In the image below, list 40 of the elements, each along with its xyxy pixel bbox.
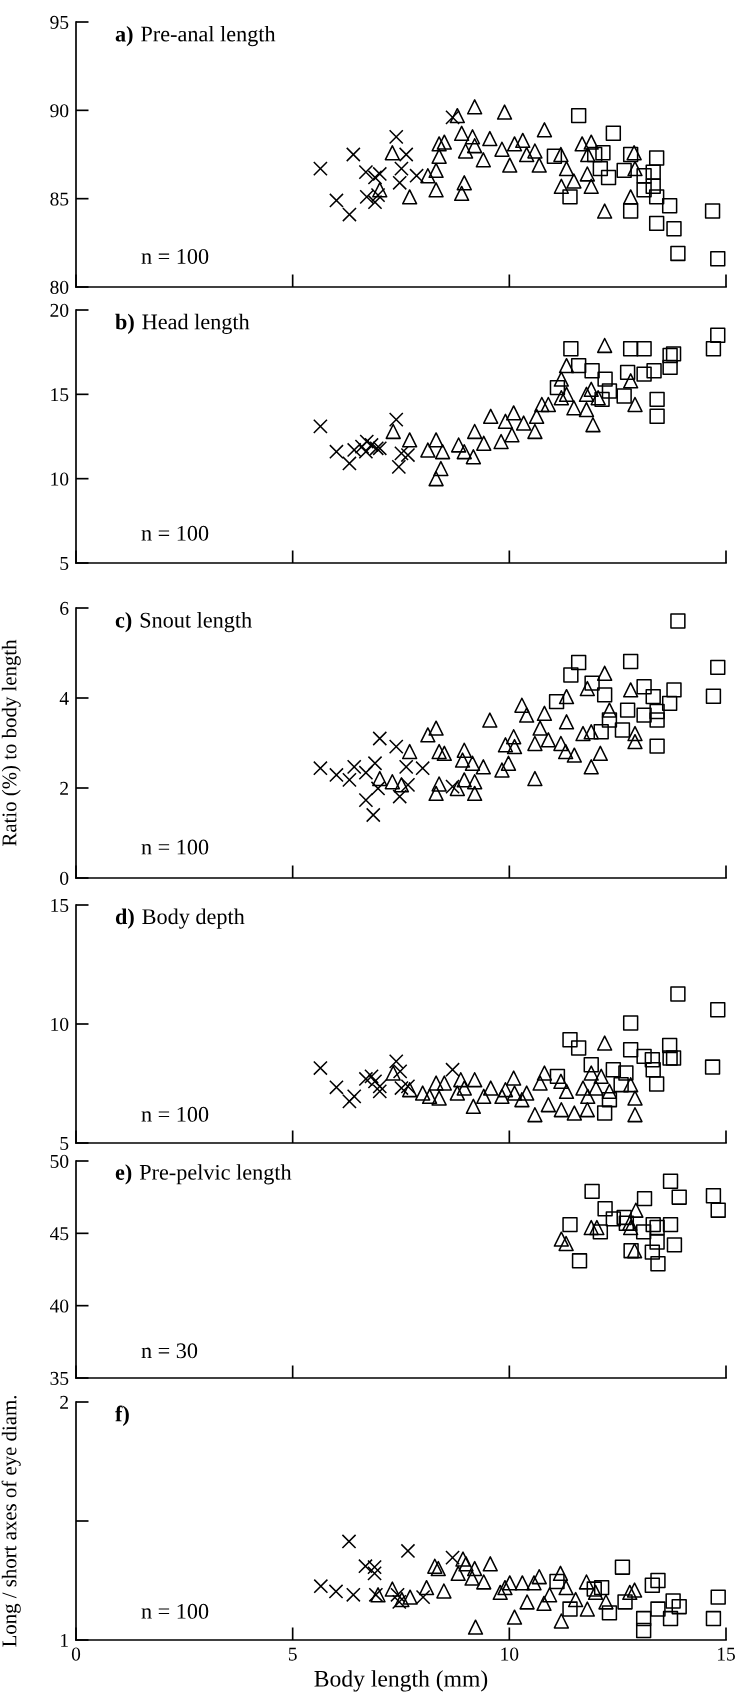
annotation: n = 100	[141, 1603, 209, 1619]
chart-title: e) Pre-pelvic length	[115, 1164, 292, 1185]
y-tick-label: 45	[49, 1227, 69, 1241]
y-tick-label: 80	[50, 280, 69, 294]
y-tick-label: 2	[60, 781, 68, 795]
chart-title: a) Pre-anal length	[115, 25, 276, 47]
y-axis-title: Long / short axes of eye diam.	[1, 1395, 21, 1647]
y-tick-label: 95	[50, 15, 69, 29]
annotation: n = 100	[141, 525, 209, 541]
y-tick-label: 50	[50, 1154, 69, 1168]
y-tick-label: 40	[49, 1299, 69, 1313]
y-tick-label: 4	[59, 691, 69, 705]
annotation: n = 100	[141, 839, 209, 855]
x-tick-label: 15	[717, 1647, 735, 1661]
y-tick-label: 35	[50, 1371, 69, 1385]
y-tick-label: 20	[50, 303, 69, 317]
y-tick-label: 5	[60, 1137, 69, 1150]
y-tick-label: 10	[51, 1017, 69, 1031]
chart-title: d) Body depth	[115, 908, 245, 929]
y-tick-label: 10	[51, 472, 69, 486]
y-tick-label: 85	[50, 192, 69, 206]
x-tick-label: 0	[71, 1647, 81, 1661]
chart-title: b) Head length	[115, 313, 250, 334]
y-tick-label: 15	[51, 388, 69, 402]
annotation: n = 100	[141, 1106, 209, 1122]
y-tick-label: 15	[51, 898, 69, 912]
x-tick-label: 5	[288, 1647, 297, 1661]
chart-title: c) Snout length	[115, 611, 252, 633]
y-tick-label: 1	[61, 1633, 68, 1647]
y-tick-label: 6	[60, 601, 69, 615]
y-tick-label: 5	[60, 557, 69, 570]
x-tick-label: 10	[501, 1647, 519, 1661]
y-axis-title: Ratio (%) to body length	[1, 639, 21, 846]
y-tick-label: 0	[60, 871, 69, 885]
y-tick-label: 90	[50, 104, 69, 118]
x-axis-title: Body length (mm)	[314, 1670, 488, 1692]
annotation: n = 100	[141, 248, 209, 264]
annotation: n = 30	[141, 1343, 198, 1359]
chart-title: f)	[115, 1405, 129, 1426]
y-tick-label: 2	[60, 1395, 68, 1409]
